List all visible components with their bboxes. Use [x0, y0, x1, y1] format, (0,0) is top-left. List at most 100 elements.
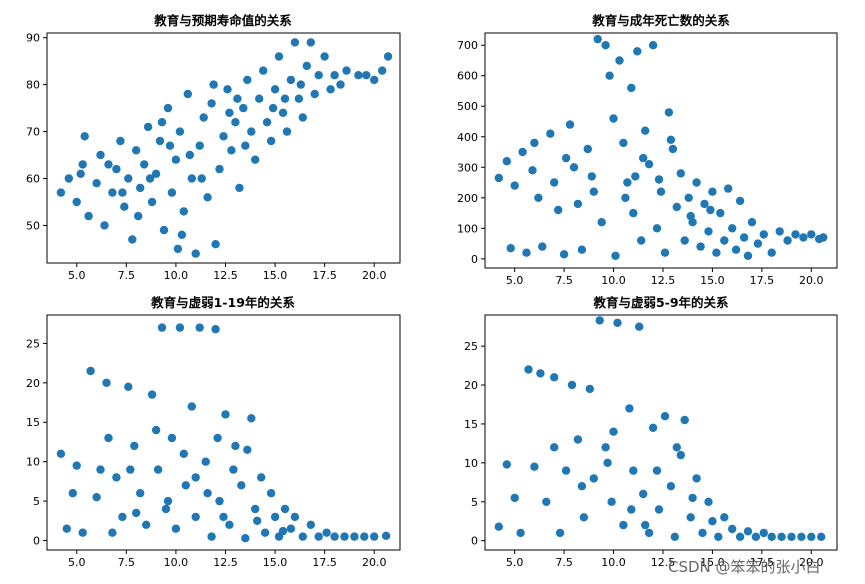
data-point [783, 236, 792, 245]
data-point [569, 163, 579, 172]
data-point [237, 481, 246, 490]
data-point [310, 89, 319, 99]
y-tick-label: 5 [33, 495, 40, 508]
y-tick-label: 100 [457, 222, 478, 235]
data-point [286, 75, 296, 85]
y-tick-label: 60 [26, 173, 40, 186]
data-point [140, 160, 149, 169]
data-point [652, 224, 662, 233]
data-point [623, 178, 632, 187]
data-point [229, 465, 238, 474]
y-tick-label: 200 [457, 192, 478, 205]
data-point [611, 251, 620, 260]
data-point [536, 369, 545, 378]
data-point [274, 52, 284, 61]
data-point [595, 316, 604, 325]
data-point [266, 136, 276, 146]
data-point [68, 489, 78, 498]
data-point [747, 218, 757, 227]
data-point [56, 188, 66, 197]
data-point [215, 496, 224, 506]
y-tick-label: 300 [457, 161, 478, 174]
data-point [187, 402, 196, 411]
data-point [270, 512, 280, 522]
data-point [282, 127, 292, 136]
data-point [666, 135, 676, 144]
x-tick-label: 10.0 [601, 556, 626, 569]
data-point [142, 520, 151, 529]
data-point [243, 75, 252, 85]
data-point [817, 532, 826, 541]
data-point [330, 71, 339, 80]
data-point [223, 85, 232, 94]
data-point [239, 103, 248, 113]
data-point [207, 532, 216, 541]
y-tick-label: 0 [33, 535, 40, 548]
data-point [175, 127, 185, 136]
data-point [700, 199, 709, 209]
data-point [231, 441, 240, 451]
data-point [686, 211, 695, 221]
x-tick-label: 17.5 [312, 556, 337, 569]
data-point [235, 183, 244, 193]
y-tick-label: 10 [26, 456, 40, 469]
data-point [302, 61, 311, 71]
x-tick-label: 10.0 [164, 556, 189, 569]
data-point [243, 445, 252, 454]
data-point [567, 380, 577, 390]
data-point [502, 460, 511, 469]
data-point [173, 244, 183, 254]
data-point [262, 118, 272, 127]
data-point [157, 118, 167, 127]
data-point [666, 482, 676, 491]
data-point [524, 365, 533, 374]
data-point [706, 205, 715, 215]
data-point [86, 366, 95, 376]
y-tick-label: 50 [26, 219, 40, 232]
data-point [550, 178, 559, 187]
data-point [266, 489, 276, 498]
data-point [724, 184, 733, 193]
data-point [143, 122, 153, 132]
scatter-points [56, 323, 391, 543]
data-point [631, 172, 640, 181]
data-point [268, 103, 278, 113]
data-point [195, 323, 204, 332]
data-point [253, 516, 262, 525]
data-point [605, 71, 614, 80]
data-point [130, 441, 139, 451]
data-point [155, 136, 165, 146]
scatter-points [56, 38, 393, 258]
data-point [62, 524, 71, 533]
data-point [652, 466, 662, 475]
data-point [550, 373, 559, 382]
data-point [753, 239, 763, 248]
x-tick-label: 20.0 [362, 556, 387, 569]
x-tick-label: 12.5 [651, 556, 676, 569]
data-point [124, 174, 133, 183]
data-point [587, 172, 596, 181]
data-point [278, 108, 288, 118]
data-point [181, 481, 190, 490]
data-point [739, 233, 749, 242]
x-tick-label: 15.0 [700, 274, 725, 287]
data-point [151, 425, 161, 435]
data-point [211, 240, 220, 249]
data-point [787, 532, 796, 541]
data-point [247, 127, 256, 136]
data-point [625, 404, 634, 413]
x-tick-label: 10.0 [601, 274, 626, 287]
data-point [134, 211, 143, 221]
y-tick-label: 25 [26, 337, 40, 350]
data-point [648, 41, 658, 50]
data-point [96, 465, 105, 474]
data-point [672, 202, 681, 212]
data-point [255, 94, 264, 103]
data-point [550, 443, 559, 452]
x-tick-label: 12.5 [213, 556, 238, 569]
y-tick-label: 10 [464, 457, 478, 470]
data-point [542, 497, 551, 506]
data-point [201, 457, 210, 466]
data-point [579, 513, 589, 522]
data-point [696, 242, 705, 251]
